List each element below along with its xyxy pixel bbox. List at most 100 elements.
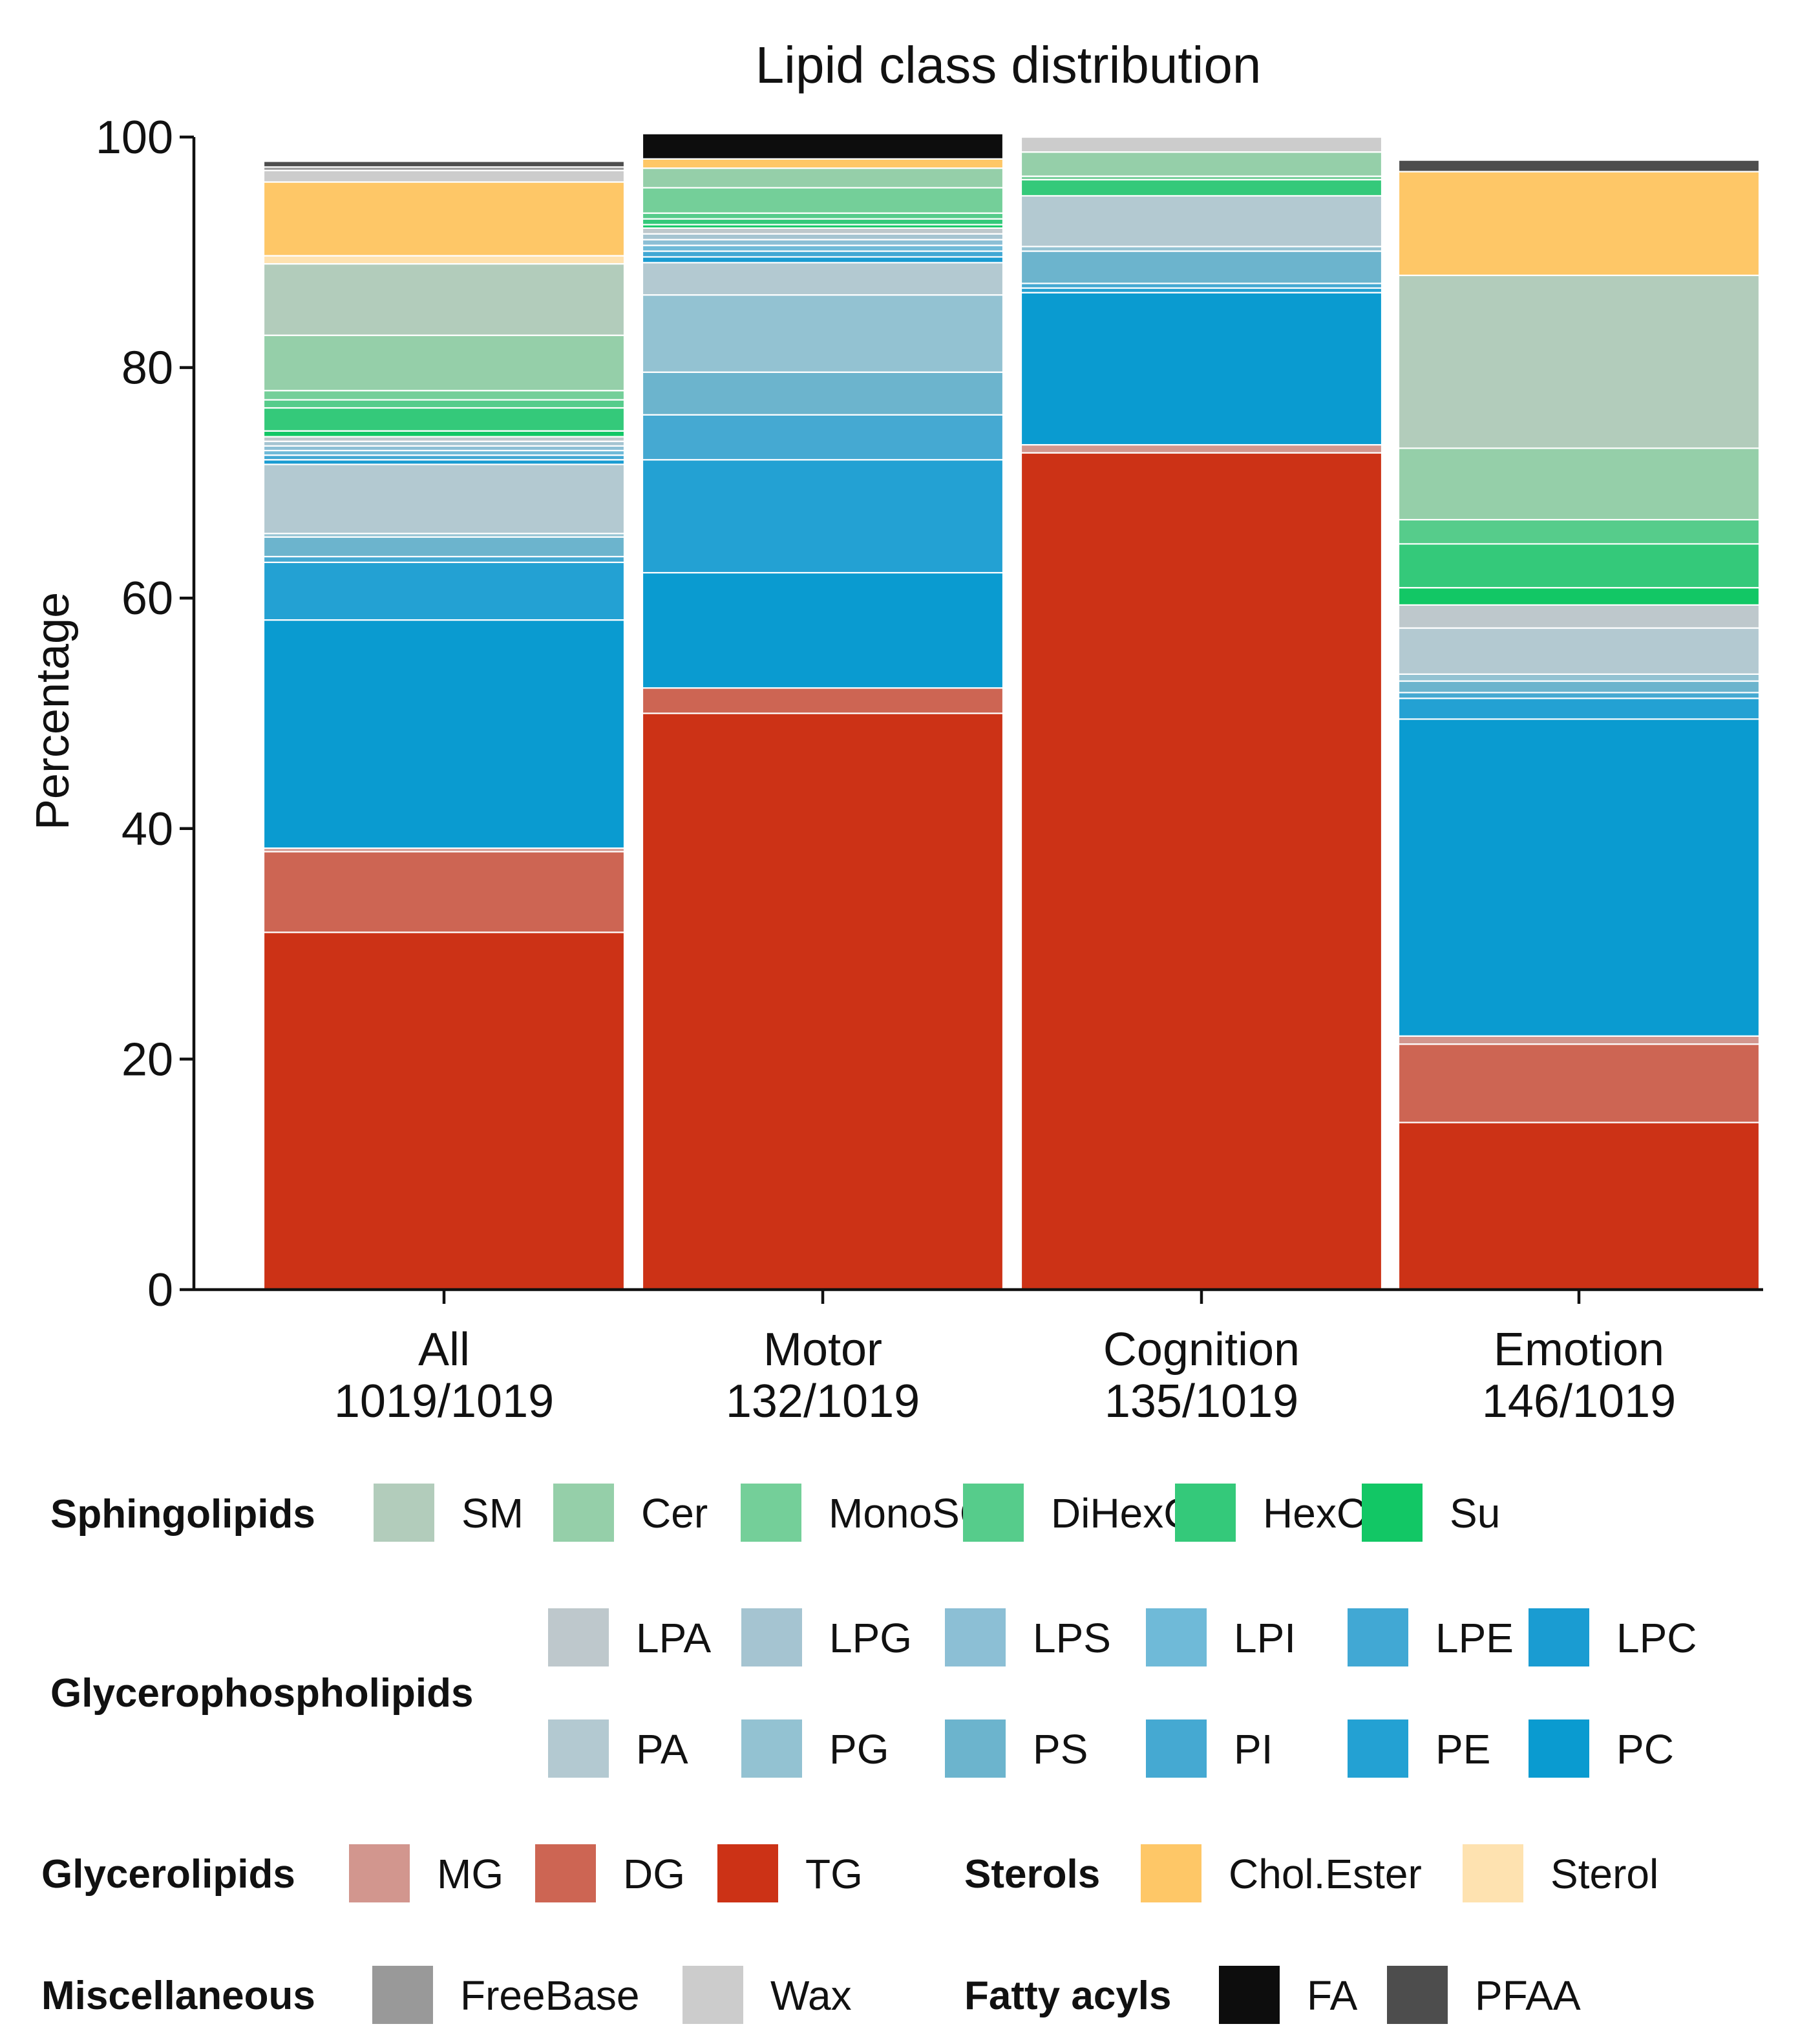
bar-all-hexcer (262, 407, 626, 432)
legend-swatch-chol-ester (1141, 1844, 1201, 1902)
legend-swatch-fa (1219, 1966, 1280, 2024)
legend-label-freebase: FreeBase (460, 1972, 639, 2019)
bar-motor-ps (641, 371, 1004, 416)
legend-label-sterol: Sterol (1550, 1851, 1658, 1897)
bar-all-cer (262, 334, 626, 392)
y-tick-label-100: 100 (96, 112, 173, 164)
legend-swatch-pe (1348, 1719, 1408, 1778)
bar-cognition-wax (1020, 136, 1383, 153)
legend-label-lpe: LPE (1435, 1615, 1514, 1661)
y-tick-label-60: 60 (122, 573, 173, 624)
legend-swatch-pfaa (1387, 1966, 1448, 2024)
bar-all-monosgl (262, 390, 626, 401)
legend-swatch-cer (553, 1484, 614, 1542)
legend: Sphingolipids SM Cer MonoSGL DiHexCer HexCer S… (41, 1484, 1697, 2024)
bar-motor-pc (641, 571, 1004, 689)
legend-label-sm: SM (461, 1490, 524, 1537)
bar-motor-pe (641, 459, 1004, 574)
y-tick-label-0: 0 (147, 1264, 173, 1316)
bar-all-pe (262, 561, 626, 621)
bar-motor-hexcer (641, 218, 1004, 226)
bar-motor-monosgl (641, 187, 1004, 214)
bar-all-dg (262, 851, 626, 933)
bar-motor-pi (641, 414, 1004, 461)
bar-cognition-cer (1020, 151, 1383, 177)
legend-label-pg: PG (829, 1726, 889, 1773)
x-tick-label-motor: Motor (763, 1324, 882, 1376)
bar-motor-pg (641, 294, 1004, 373)
bar-motor-chol-ester (641, 158, 1004, 169)
legend-group-fatty-acyls: Fatty acyls (964, 1974, 1172, 2018)
x-tick-label-emotion: Emotion (1494, 1324, 1664, 1376)
legend-label-dg: DG (623, 1851, 685, 1897)
x-tick-label-all: All (418, 1324, 470, 1376)
bar-cognition-ps (1020, 250, 1383, 284)
legend-swatch-lpa (548, 1608, 609, 1666)
legend-swatch-pg (741, 1719, 802, 1778)
bar-emotion-su (1397, 587, 1761, 606)
bar-emotion-dihexcer (1397, 518, 1761, 545)
bar-cognition-mg (1020, 443, 1383, 454)
legend-label-ps: PS (1033, 1726, 1088, 1773)
bar-all-sterol (262, 255, 626, 265)
legend-label-su: Su (1450, 1490, 1500, 1537)
legend-swatch-mg (349, 1844, 410, 1902)
bar-motor-lpe (641, 250, 1004, 258)
legend-label-pc: PC (1616, 1726, 1674, 1773)
x-tick-count-cognition: 135/1019 (1105, 1376, 1298, 1427)
bar-emotion-mg (1397, 1035, 1761, 1045)
legend-swatch-sm (374, 1484, 434, 1542)
legend-swatch-lpc (1529, 1608, 1589, 1666)
legend-label-lps: LPS (1033, 1615, 1111, 1661)
legend-group-miscellaneous: Miscellaneous (41, 1974, 315, 2018)
legend-label-pi: PI (1234, 1726, 1273, 1773)
x-tick-count-emotion: 146/1019 (1482, 1376, 1676, 1427)
y-tick-label-20: 20 (122, 1034, 173, 1085)
bar-emotion-pc (1397, 718, 1761, 1037)
legend-group-sphingolipids: Sphingolipids (50, 1492, 315, 1537)
legend-label-tg: TG (805, 1851, 863, 1897)
bar-cognition-tg (1020, 452, 1383, 1291)
bar-emotion-pfaa (1397, 159, 1761, 173)
x-tick-count-all: 1019/1019 (334, 1376, 554, 1427)
x-tick-label-cognition: Cognition (1103, 1324, 1300, 1376)
legend-label-lpi: LPI (1234, 1615, 1296, 1661)
bar-motor-lpa (641, 227, 1004, 235)
legend-swatch-lpe (1348, 1608, 1408, 1666)
bar-all-dihexcer (262, 399, 626, 409)
bar-emotion-cer (1397, 447, 1761, 521)
bar-all-chol-ester (262, 181, 626, 257)
bar-all-tg (262, 932, 626, 1291)
bar-emotion-lpa (1397, 604, 1761, 629)
bar-emotion-pe (1397, 697, 1761, 720)
x-tick-count-motor: 132/1019 (726, 1376, 920, 1427)
legend-label-pa: PA (636, 1726, 688, 1773)
bar-motor-tg (641, 712, 1004, 1291)
legend-group-glycerophospholipids: Glycerophospholipids (50, 1671, 474, 1716)
bar-all-pfaa (262, 160, 626, 168)
bars-group (262, 133, 1761, 1291)
legend-swatch-dg (535, 1844, 596, 1902)
legend-label-lpc: LPC (1616, 1615, 1697, 1661)
bar-motor-lpc (641, 256, 1004, 264)
legend-label-pfaa: PFAA (1475, 1972, 1581, 2019)
legend-swatch-lps (945, 1608, 1006, 1666)
legend-label-lpa: LPA (636, 1615, 712, 1661)
bar-all-pa (262, 463, 626, 535)
legend-group-sterols: Sterols (964, 1852, 1100, 1897)
bar-emotion-dg (1397, 1043, 1761, 1123)
legend-label-mg: MG (437, 1851, 503, 1897)
bar-motor-pa (641, 262, 1004, 296)
bar-all-wax (262, 169, 626, 183)
bar-emotion-pi (1397, 692, 1761, 699)
legend-swatch-dihexcer (963, 1484, 1024, 1542)
bar-emotion-pa (1397, 627, 1761, 675)
bar-motor-lps (641, 239, 1004, 246)
legend-label-wax: Wax (770, 1972, 852, 2019)
legend-swatch-wax (682, 1966, 743, 2024)
y-axis-label: Percentage (27, 592, 79, 830)
bar-all-pc (262, 619, 626, 849)
legend-swatch-lpi (1146, 1608, 1207, 1666)
legend-swatch-pc (1529, 1719, 1589, 1778)
